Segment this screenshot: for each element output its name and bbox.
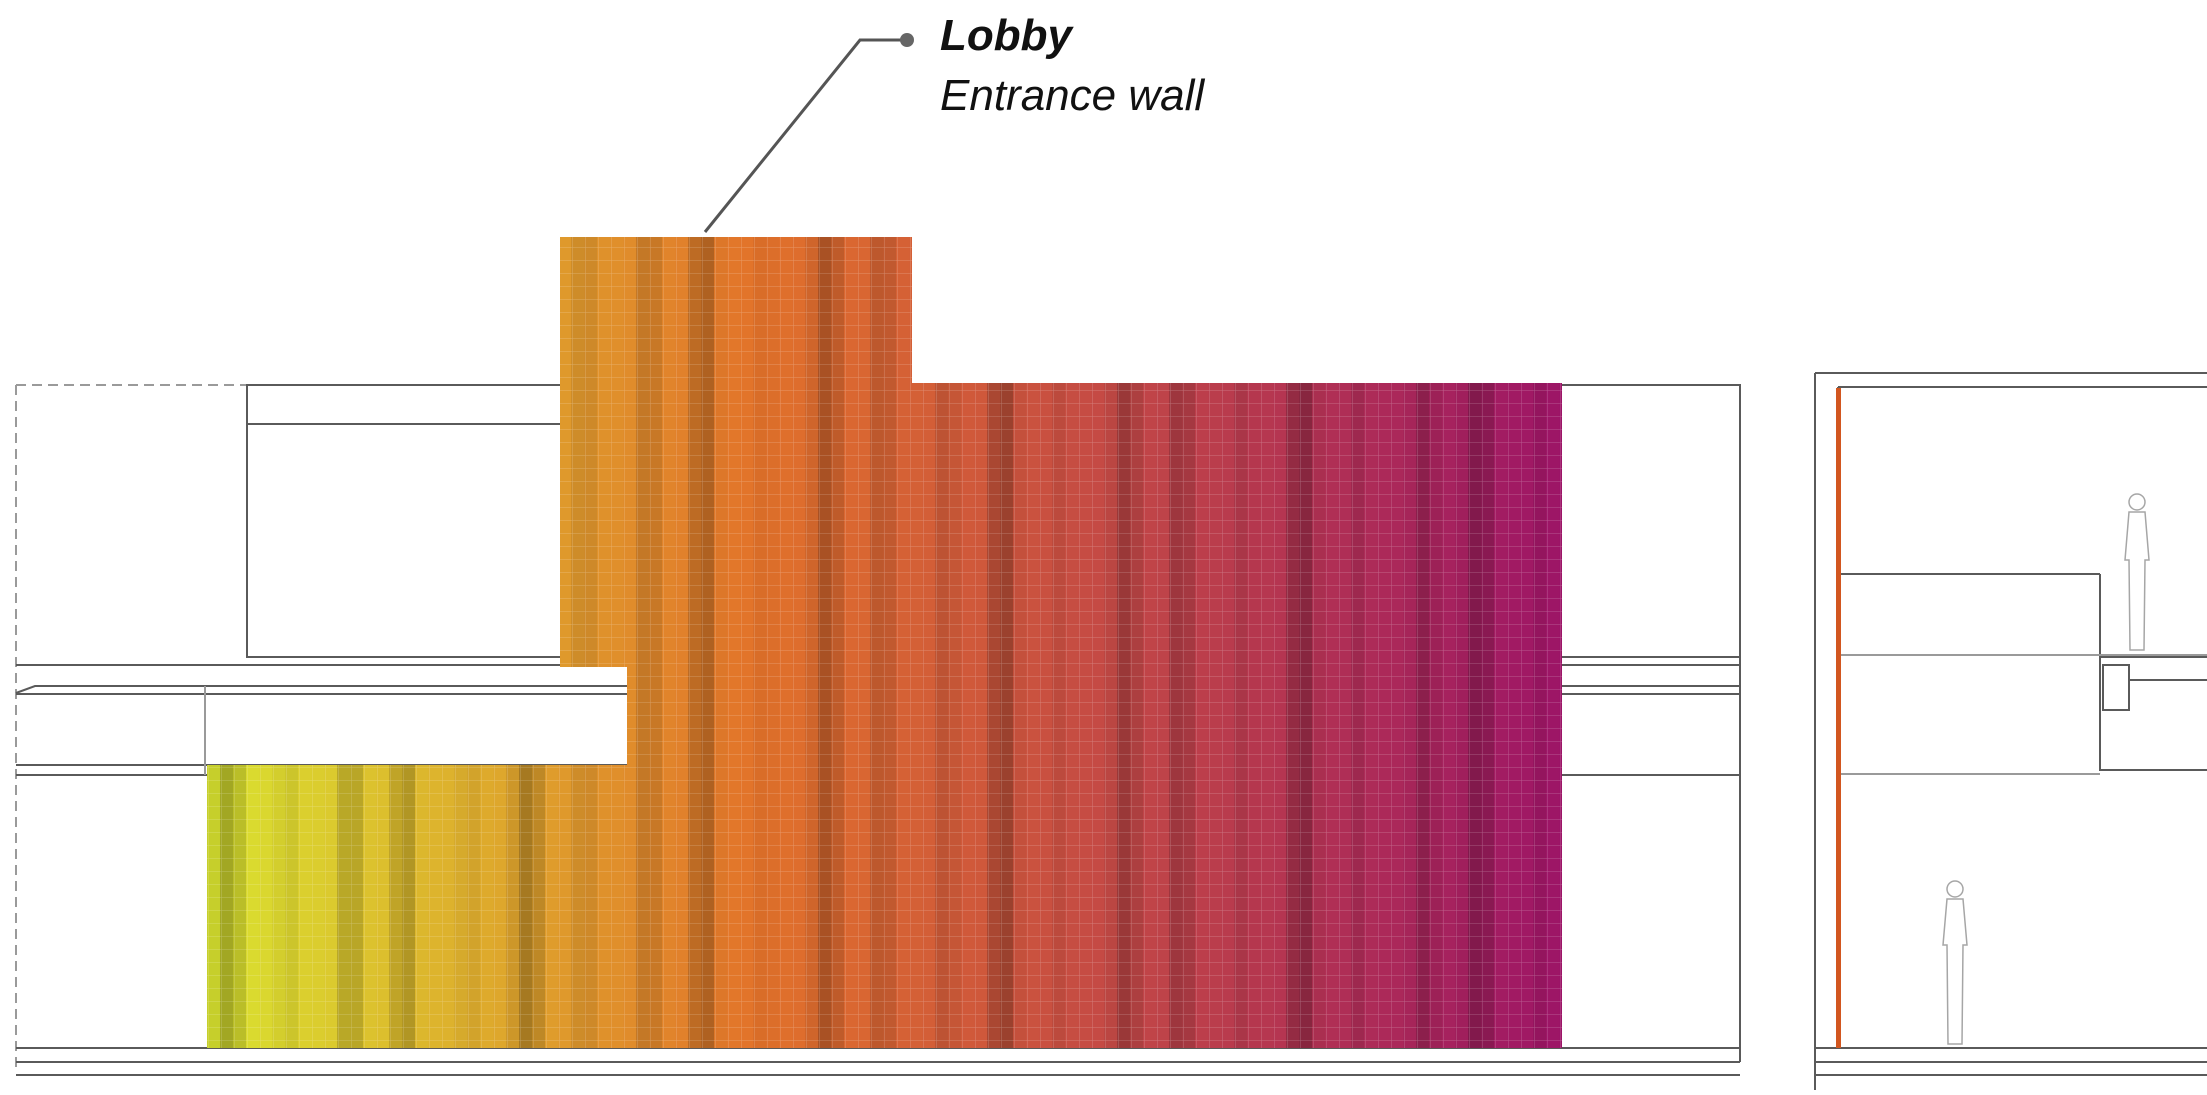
gradient-tile-wall [207,237,1562,1048]
scale-figures [1942,493,2150,1045]
callout-dot [900,33,914,47]
callout-leader [703,33,914,233]
right-section-outline [1814,372,2207,1090]
callout-title: Lobby [940,11,1072,60]
callout-subtitle: Entrance wall [940,71,1205,120]
accent-wall-strip [1836,388,1841,1048]
person-figure-lower [1942,880,1968,1045]
person-figure-upper [2124,493,2150,651]
